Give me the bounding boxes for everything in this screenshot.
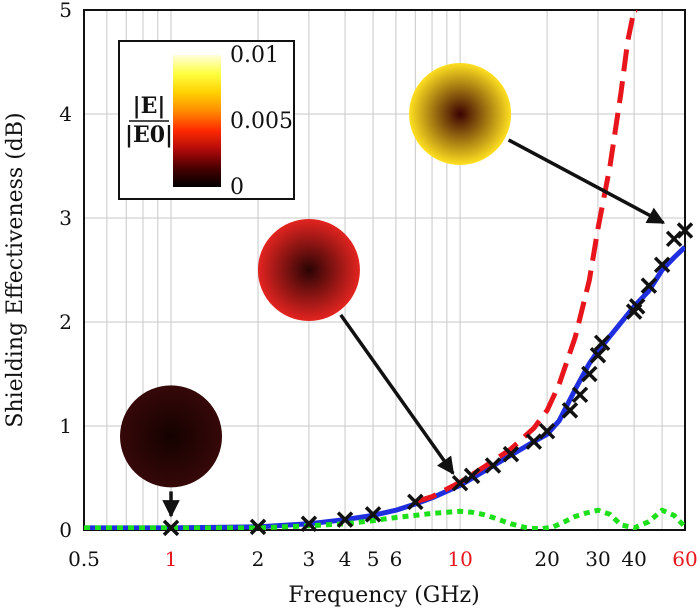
x-marker [451,474,469,492]
y-tick-label: 0 [59,518,72,542]
x-marker [628,298,646,315]
x-tick-label: 0.5 [68,547,100,571]
colorbar-tick-label: 0 [230,175,244,200]
colorbar-label-denominator: |E0| [125,122,173,148]
x-marker [525,433,543,450]
series-line-dashed-red [414,10,638,505]
x-markers [162,222,694,537]
x-marker [249,518,267,536]
y-tick-label: 1 [59,414,72,438]
x-tick-label: 5 [367,547,380,571]
y-tick-label: 4 [59,102,72,126]
x-tick-label: 1 [165,547,178,571]
x-tick-label: 4 [339,547,352,571]
x-marker [502,445,520,463]
x-marker [589,347,607,364]
colorbar-tick-label: 0.01 [230,43,279,68]
field-inset-1 [120,385,223,488]
y-tick-label: 2 [59,310,72,334]
inset-arrow-2 [339,313,455,475]
x-tick-labels: 0.5 1 2 3 4 5 6 10 20 30 40 60 [68,547,698,571]
x-marker [538,422,556,440]
x-marker [581,365,598,383]
x-marker [300,515,318,532]
colorbar-tick-label: 0.005 [230,109,293,134]
x-marker [364,506,382,523]
colorbar-legend: 0.01 0.005 0 |E| |E0| [118,40,295,200]
y-tick-labels: 0 1 2 3 4 5 [59,0,72,542]
x-tick-label: 30 [585,547,610,571]
colorbar-label-numerator: |E| [133,93,166,119]
x-marker [653,256,671,274]
series-line-dotted-green [84,507,685,530]
y-axis-label: Shielding Effectiveness (dB) [3,112,28,427]
field-insets [120,63,666,518]
y-tick-label: 5 [59,0,72,22]
x-marker [561,402,579,419]
colorbar-gradient [173,55,221,187]
x-tick-label: 2 [252,547,265,571]
y-tick-label: 3 [59,206,72,230]
x-tick-label: 20 [534,547,559,571]
field-inset-3 [409,63,512,165]
plot-frame [83,9,686,531]
x-marker [484,457,502,474]
x-marker [665,230,683,248]
x-marker [162,519,180,537]
field-inset-2 [257,219,360,321]
x-tick-label: 6 [390,547,403,571]
x-tick-label: 10 [447,547,472,571]
x-marker [336,511,354,528]
x-marker [593,334,611,352]
x-marker [463,467,481,485]
x-axis-label: Frequency (GHz) [288,583,480,608]
x-tick-label: 3 [303,547,316,571]
inset-arrow-3 [507,138,666,225]
x-tick-label: 60 [672,547,697,571]
x-marker [676,222,694,239]
x-marker [407,493,424,511]
x-marker [640,277,658,294]
x-marker [571,386,589,404]
x-tick-label: 40 [621,547,646,571]
